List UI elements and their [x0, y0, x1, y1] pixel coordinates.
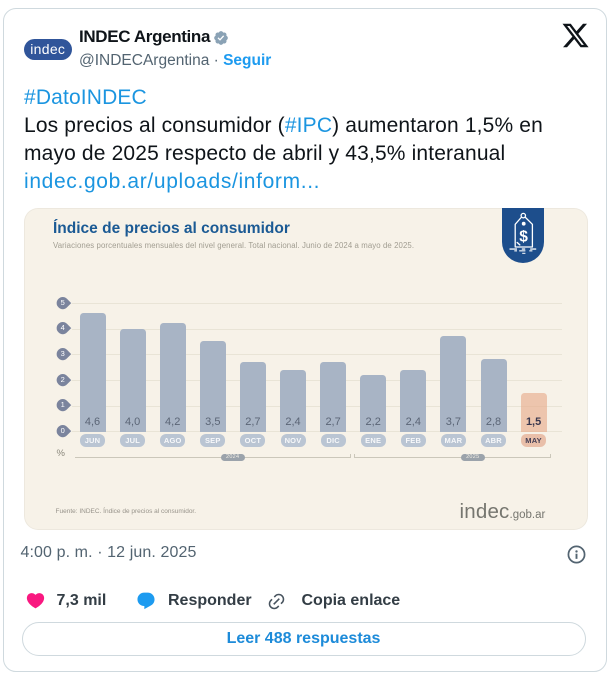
svg-text:$: $	[519, 228, 528, 245]
